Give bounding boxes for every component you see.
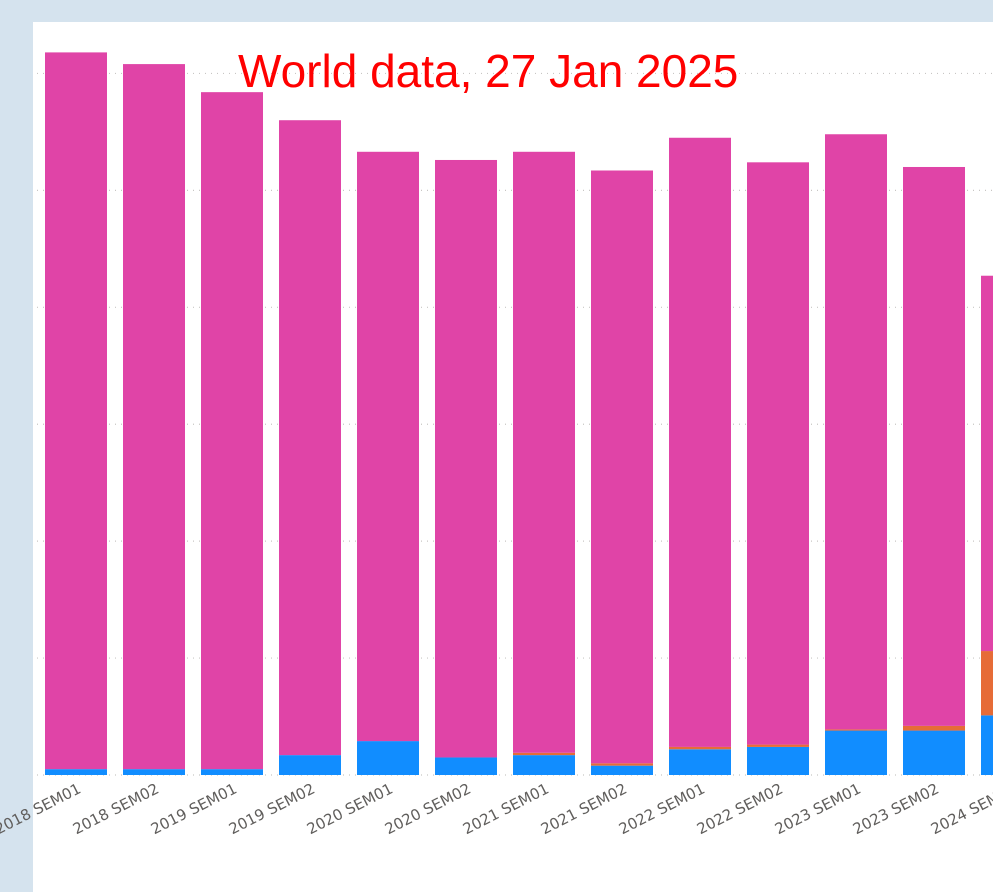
chart-title: World data, 27 Jan 2025 xyxy=(238,45,738,97)
bar-segment xyxy=(669,746,731,750)
bar-segment xyxy=(825,729,887,731)
bar-segment xyxy=(747,162,809,745)
bar-segment xyxy=(591,170,653,764)
bar-segment xyxy=(201,769,263,775)
bar-segment xyxy=(747,744,809,747)
bar-segment xyxy=(981,275,993,652)
bar-segment xyxy=(357,741,419,775)
bar-segment xyxy=(903,166,965,726)
bar-segment xyxy=(903,725,965,731)
bar-segment xyxy=(981,651,993,716)
bar-segment xyxy=(279,755,341,775)
bar-segment xyxy=(825,134,887,730)
bar-segment xyxy=(435,159,497,758)
bar-segment xyxy=(669,749,731,775)
bar-segment xyxy=(123,64,185,770)
bar-segment xyxy=(279,120,341,756)
bar-segment xyxy=(669,137,731,747)
bar-segment xyxy=(513,151,575,753)
bar-segment xyxy=(45,769,107,775)
bar-segment xyxy=(357,151,419,742)
bar-segment xyxy=(981,715,993,775)
bar-segment xyxy=(903,730,965,775)
bar-segment xyxy=(591,763,653,766)
bar-segment xyxy=(513,755,575,775)
bar-segment xyxy=(201,92,263,770)
bar-segment xyxy=(591,765,653,775)
bar-segment xyxy=(513,752,575,756)
bar-segment xyxy=(45,52,107,770)
bar-segment xyxy=(747,746,809,775)
bar-segment xyxy=(825,730,887,775)
bar-segment xyxy=(435,757,497,775)
bar-segment xyxy=(123,769,185,775)
